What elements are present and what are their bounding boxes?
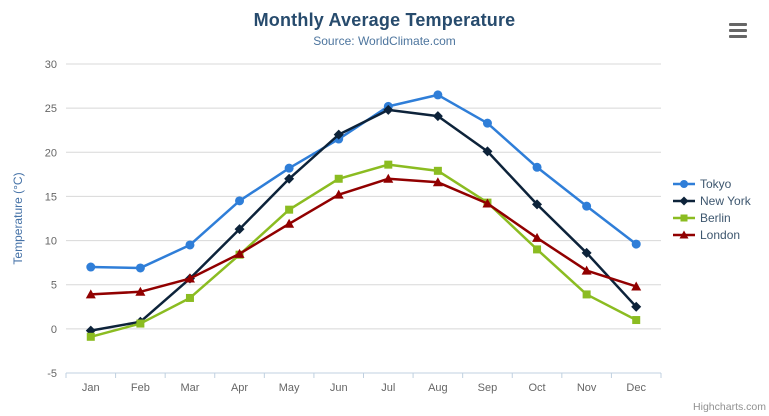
- data-point-marker[interactable]: [433, 166, 442, 175]
- y-axis-tick-label: 10: [45, 236, 57, 248]
- data-point-marker[interactable]: [383, 173, 394, 183]
- data-point-marker[interactable]: [582, 290, 591, 299]
- hamburger-bar: [729, 28, 747, 32]
- legend-label: Tokyo: [700, 176, 732, 191]
- y-axis-title: Temperature (°C): [11, 172, 25, 264]
- data-point-marker[interactable]: [432, 177, 443, 187]
- legend-item-berlin[interactable]: Berlin: [673, 210, 751, 225]
- data-point-marker[interactable]: [333, 129, 344, 140]
- data-point-marker[interactable]: [632, 316, 641, 325]
- data-point-marker[interactable]: [284, 173, 295, 184]
- y-axis-tick-label: 15: [45, 191, 57, 203]
- data-point-marker[interactable]: [284, 218, 295, 228]
- data-point-marker[interactable]: [85, 289, 96, 299]
- y-axis-tick-label: 0: [51, 324, 57, 336]
- legend-marker-square-icon: [673, 214, 695, 221]
- data-point-marker[interactable]: [581, 247, 592, 258]
- data-point-marker[interactable]: [532, 162, 542, 172]
- data-point-marker[interactable]: [532, 232, 543, 242]
- highcharts-credits-link[interactable]: Highcharts.com: [693, 401, 766, 413]
- data-point-marker[interactable]: [86, 332, 95, 341]
- y-axis-tick-label: -5: [47, 368, 57, 380]
- y-axis-tick-label: 20: [45, 147, 57, 159]
- x-axis-tick-label: May: [279, 382, 300, 394]
- data-point-marker[interactable]: [631, 301, 642, 312]
- legend-marker-triangle-icon: [673, 230, 695, 238]
- data-point-marker[interactable]: [136, 319, 145, 328]
- data-point-marker[interactable]: [533, 245, 542, 254]
- x-axis-tick-label: Dec: [626, 382, 646, 394]
- hamburger-bar: [729, 34, 747, 38]
- data-point-marker[interactable]: [532, 199, 543, 210]
- legend-marker-diamond-icon: [673, 196, 695, 205]
- x-axis-tick-label: Jul: [381, 382, 395, 394]
- data-point-marker[interactable]: [631, 281, 642, 291]
- data-point-marker[interactable]: [433, 90, 443, 100]
- series-line-tokyo[interactable]: [89, 93, 638, 270]
- series-line-berlin[interactable]: [89, 163, 638, 339]
- legend-item-new-york[interactable]: New York: [673, 193, 751, 208]
- data-point-marker[interactable]: [432, 111, 443, 122]
- x-axis-tick-label: Sep: [478, 382, 498, 394]
- x-axis-tick-label: Aug: [428, 382, 448, 394]
- legend-label: Berlin: [700, 210, 731, 225]
- data-point-marker[interactable]: [185, 240, 195, 250]
- data-point-marker[interactable]: [581, 265, 592, 275]
- x-axis-tick-label: Nov: [577, 382, 597, 394]
- chart-legend: Tokyo New York Berlin London: [673, 176, 751, 242]
- y-axis-tick-label: 25: [45, 103, 57, 115]
- data-point-marker[interactable]: [482, 146, 493, 157]
- data-point-marker[interactable]: [333, 189, 344, 199]
- hamburger-bar: [729, 22, 747, 26]
- data-point-marker[interactable]: [284, 163, 294, 173]
- data-point-marker[interactable]: [234, 248, 245, 258]
- data-point-marker[interactable]: [135, 263, 145, 273]
- x-axis-tick-label: Jan: [82, 382, 100, 394]
- chart-subtitle: Source: WorldClimate.com: [313, 34, 456, 48]
- data-point-marker[interactable]: [631, 239, 641, 249]
- x-axis-tick-label: Apr: [231, 382, 248, 394]
- legend-marker-circle-icon: [673, 179, 695, 188]
- data-point-marker[interactable]: [86, 262, 96, 272]
- x-axis-tick-label: Mar: [180, 382, 199, 394]
- y-axis-tick-label: 5: [51, 280, 57, 292]
- series-line-new-york[interactable]: [89, 108, 638, 332]
- legend-item-london[interactable]: London: [673, 227, 751, 242]
- data-point-marker[interactable]: [679, 230, 689, 238]
- chart-title: Monthly Average Temperature: [253, 10, 516, 30]
- legend-label: London: [700, 227, 741, 242]
- data-point-marker[interactable]: [235, 196, 245, 206]
- data-point-marker[interactable]: [135, 286, 146, 296]
- series-line-london[interactable]: [89, 177, 638, 296]
- data-point-marker[interactable]: [680, 179, 688, 188]
- hamburger-menu-icon[interactable]: [727, 19, 753, 41]
- data-point-marker[interactable]: [184, 273, 195, 283]
- data-point-marker[interactable]: [680, 214, 688, 221]
- x-axis-tick-label: Feb: [131, 382, 150, 394]
- data-point-marker[interactable]: [482, 118, 492, 128]
- y-axis-tick-label: 30: [45, 59, 57, 71]
- data-point-marker[interactable]: [384, 160, 393, 169]
- data-point-marker[interactable]: [679, 196, 689, 205]
- legend-label: New York: [700, 193, 751, 208]
- data-point-marker[interactable]: [234, 224, 245, 235]
- legend-item-tokyo[interactable]: Tokyo: [673, 176, 751, 191]
- data-point-marker[interactable]: [285, 205, 294, 214]
- x-axis-tick-label: Jun: [330, 382, 348, 394]
- data-point-marker[interactable]: [482, 198, 493, 208]
- data-point-marker[interactable]: [185, 293, 194, 302]
- data-point-marker[interactable]: [334, 174, 343, 183]
- x-axis-tick-label: Oct: [528, 382, 545, 394]
- data-point-marker[interactable]: [383, 104, 394, 115]
- data-point-marker[interactable]: [582, 201, 592, 211]
